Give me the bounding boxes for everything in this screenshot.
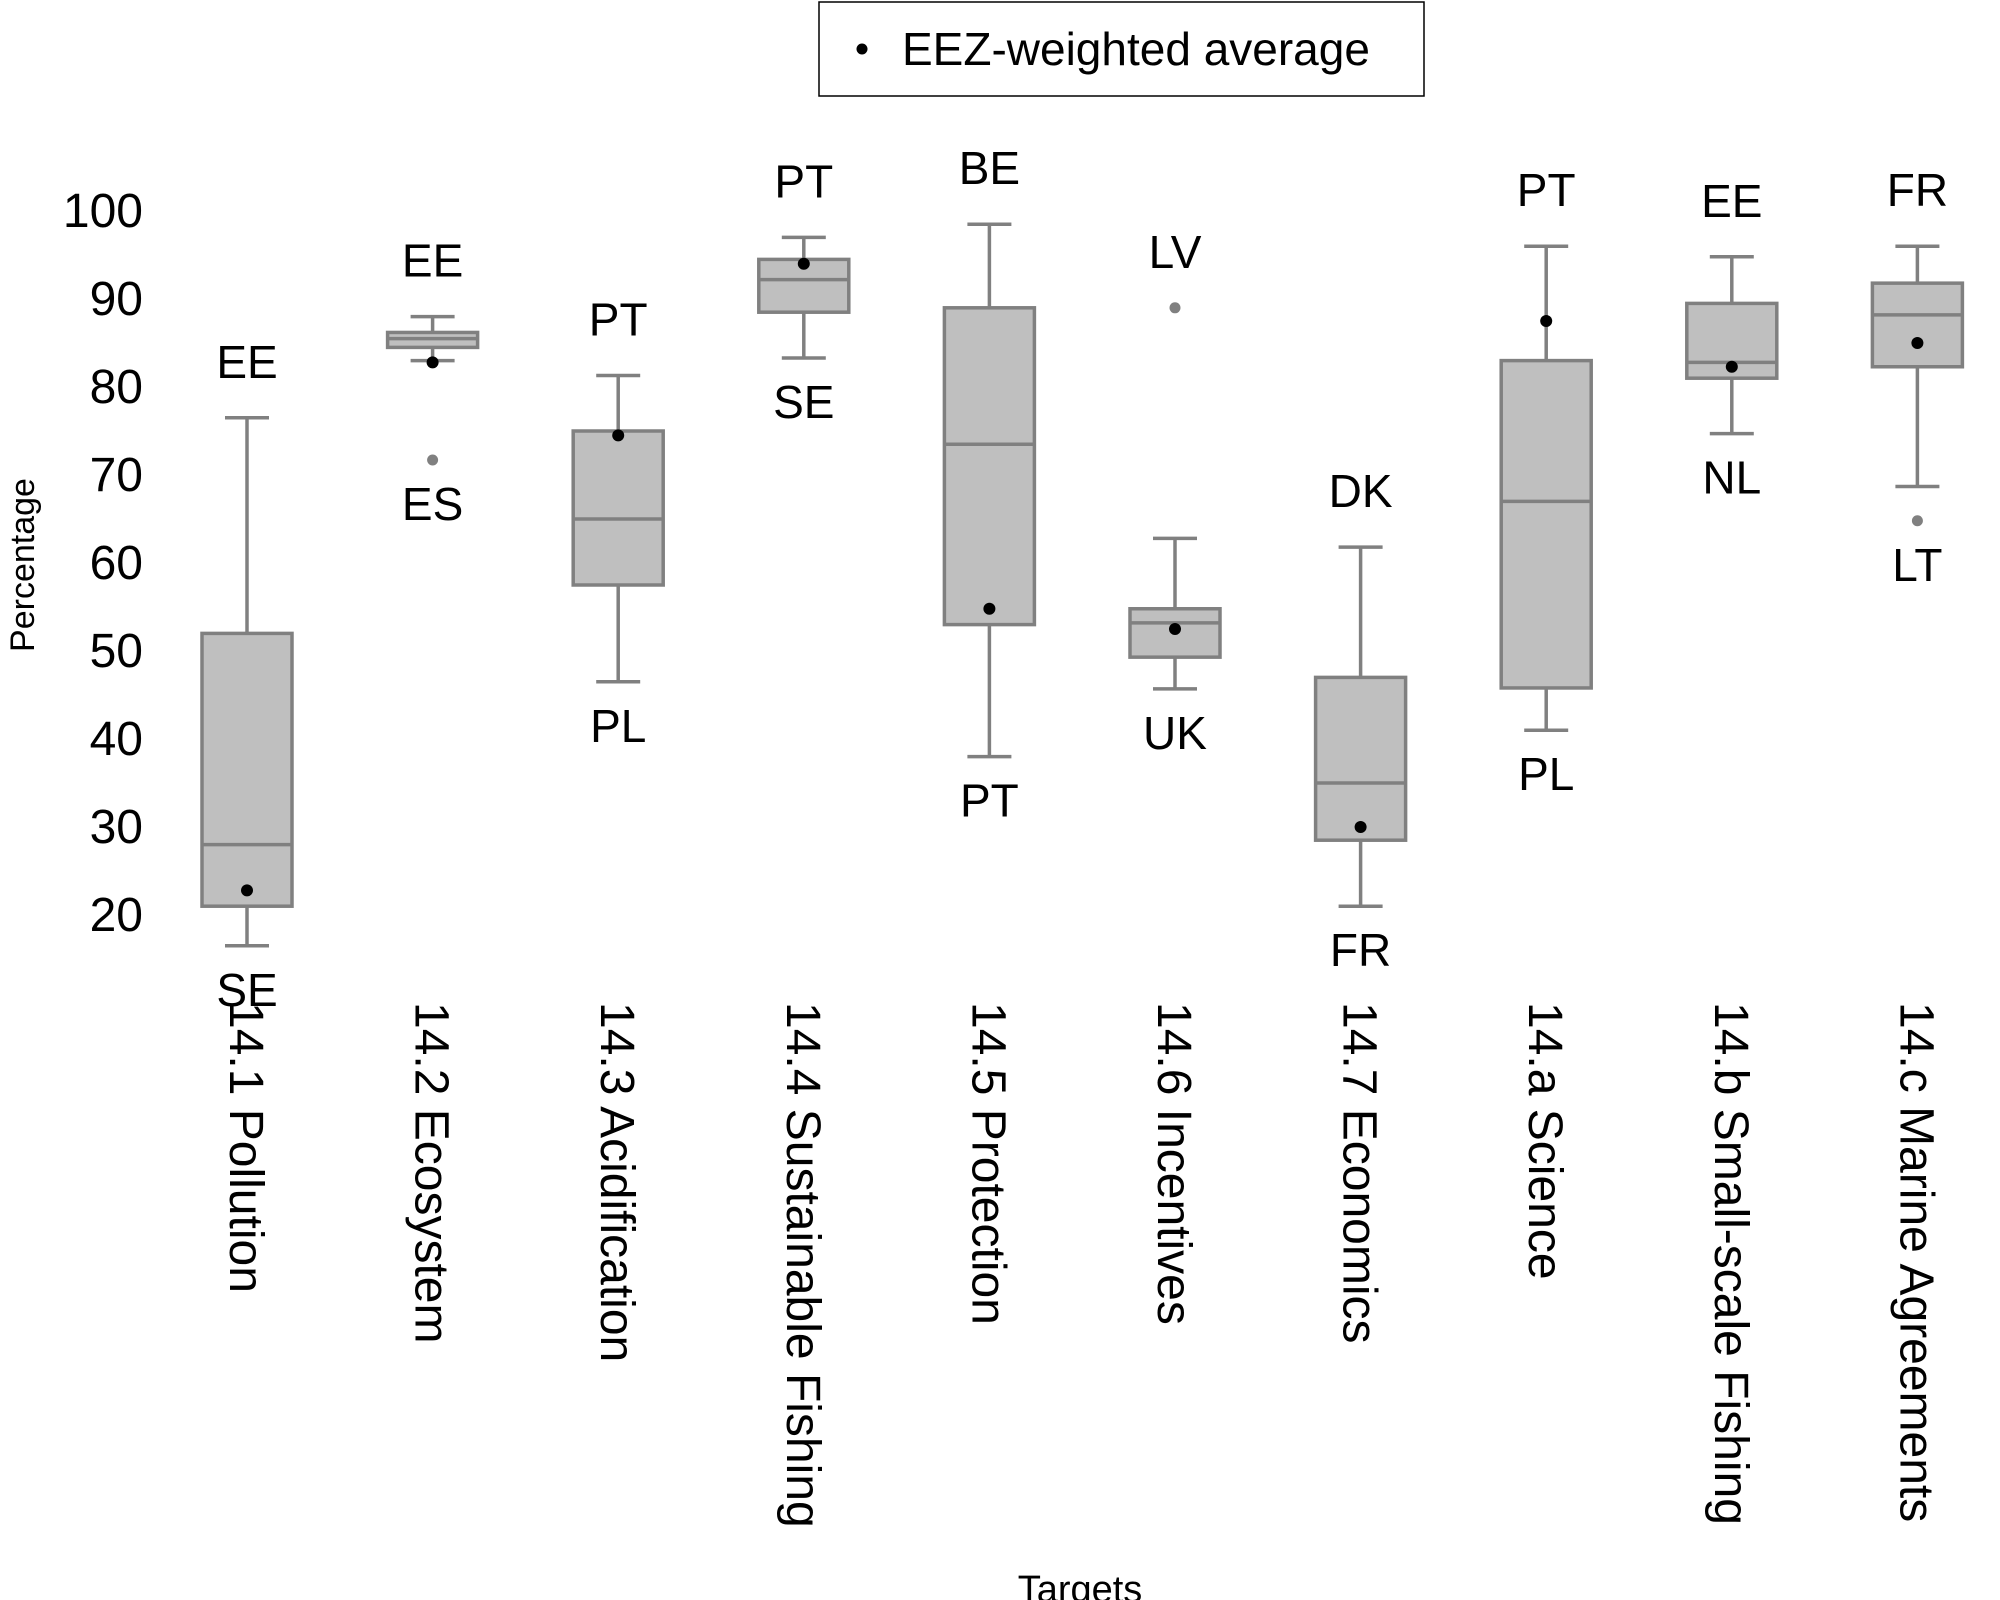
- x-tick-label: 14.2 Ecosystem: [405, 1002, 458, 1343]
- mean-point: [1540, 315, 1553, 327]
- outlier-point: [1911, 515, 1923, 527]
- bottom-extreme-label: NL: [1702, 452, 1761, 504]
- top-extreme-label: EE: [216, 336, 277, 388]
- box-4: PT SE: [757, 155, 851, 428]
- bottom-extreme-label: FR: [1330, 924, 1391, 976]
- mean-point: [1354, 821, 1367, 833]
- box-iqr: [571, 429, 665, 587]
- legend-entry-label: EEZ-weighted average: [902, 23, 1370, 75]
- box-iqr: [1313, 675, 1408, 842]
- x-tick-label: 14.3 Acidification: [590, 1002, 643, 1362]
- box-1: EE SE: [200, 336, 294, 1016]
- y-axis-label: Percentage: [4, 478, 42, 652]
- mean-point: [983, 602, 996, 615]
- top-extreme-label: PT: [1517, 164, 1576, 216]
- top-extreme-label: DK: [1329, 465, 1393, 517]
- y-tick-label: 50: [90, 625, 143, 678]
- top-extreme-label: EE: [1701, 175, 1762, 227]
- mean-point: [1725, 360, 1738, 373]
- outlier-point: [1169, 302, 1181, 314]
- y-tick-label: 70: [90, 449, 143, 502]
- y-tick-label: 90: [90, 273, 143, 326]
- y-tick-label: 20: [90, 889, 143, 942]
- mean-point: [1169, 623, 1181, 635]
- top-extreme-label: LV: [1149, 226, 1202, 278]
- mean-point: [797, 257, 810, 270]
- mean-point: [1911, 337, 1924, 349]
- mean-point: [612, 429, 625, 442]
- bottom-extreme-label: SE: [773, 376, 834, 428]
- box-2: EE ES: [385, 235, 480, 530]
- outlier-point: [427, 454, 439, 466]
- box-iqr: [200, 631, 294, 908]
- y-tick-label: 30: [90, 801, 143, 854]
- box-5: BE PT: [942, 142, 1037, 827]
- box-7: DK FR: [1313, 465, 1408, 976]
- bottom-extreme-label: ES: [402, 478, 463, 530]
- bottom-extreme-label: UK: [1143, 707, 1207, 759]
- x-tick-label: 14.4 Sustainable Fishing: [776, 1002, 829, 1528]
- box-10: FR LT: [1870, 164, 1965, 591]
- box-iqr: [1870, 281, 1965, 369]
- box-9: EE NL: [1685, 175, 1779, 504]
- bottom-extreme-label: PL: [1518, 748, 1574, 800]
- x-tick-label: 14.6 Incentives: [1147, 1002, 1200, 1325]
- legend: EEZ-weighted average: [818, 1, 1425, 97]
- top-extreme-label: BE: [959, 142, 1020, 194]
- mean-point: [241, 884, 253, 897]
- mean-point: [426, 356, 439, 369]
- boxes-layer: EE SE EE ES PT PL PT SE BE PT LV UK DK FR PT PL EE NL FR LT: [200, 142, 1965, 1016]
- box-iqr: [1499, 358, 1593, 690]
- legend-mean-marker: [856, 43, 868, 55]
- top-extreme-label: FR: [1887, 164, 1948, 216]
- y-tick-label: 100: [63, 185, 143, 238]
- x-tick-label: 14.1 Pollution: [219, 1002, 272, 1293]
- top-extreme-label: PT: [589, 294, 648, 346]
- y-tick-label: 60: [90, 537, 143, 590]
- x-tick-label: 14.b Small-scale Fishing: [1704, 1002, 1757, 1525]
- box-8: PT PL: [1499, 164, 1593, 800]
- x-tick-labels: 14.1 Pollution 14.2 Ecosystem 14.3 Acidifi…: [219, 1002, 1942, 1528]
- legend-frame: [818, 1, 1425, 97]
- x-axis-label: Targets: [1018, 1569, 1143, 1600]
- box-iqr: [942, 306, 1037, 627]
- x-tick-label: 14.7 Economics: [1333, 1002, 1386, 1344]
- bottom-extreme-label: SE: [216, 964, 277, 1016]
- x-tick-label: 14.5 Protection: [961, 1002, 1014, 1325]
- y-axis: 20 30 40 50 60 70 80 90 100: [63, 185, 143, 942]
- bottom-extreme-label: PL: [590, 700, 646, 752]
- y-tick-label: 80: [90, 361, 143, 414]
- y-tick-label: 40: [90, 713, 143, 766]
- bottom-extreme-label: PT: [960, 775, 1019, 827]
- top-extreme-label: EE: [402, 235, 463, 287]
- box-3: PT PL: [571, 294, 665, 752]
- bottom-extreme-label: LT: [1892, 539, 1942, 591]
- top-extreme-label: PT: [774, 155, 833, 207]
- x-tick-label: 14.c Marine Agreements: [1889, 1002, 1942, 1522]
- x-tick-label: 14.a Science: [1518, 1002, 1571, 1280]
- box-6: LV UK: [1128, 226, 1222, 759]
